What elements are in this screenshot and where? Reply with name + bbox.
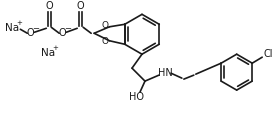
Text: +: +: [17, 20, 22, 26]
Text: O: O: [102, 21, 108, 30]
Text: HN: HN: [158, 68, 172, 78]
Text: O: O: [59, 28, 66, 38]
Text: −: −: [64, 24, 71, 33]
Text: O: O: [76, 1, 84, 11]
Text: Na: Na: [5, 23, 20, 33]
Text: +: +: [52, 45, 58, 51]
Text: HO: HO: [129, 92, 144, 102]
Text: O: O: [46, 1, 53, 11]
Text: Na: Na: [41, 48, 55, 58]
Text: O: O: [102, 37, 108, 46]
Text: O: O: [26, 28, 34, 38]
Text: −: −: [32, 24, 39, 33]
Text: Cl: Cl: [263, 49, 273, 59]
